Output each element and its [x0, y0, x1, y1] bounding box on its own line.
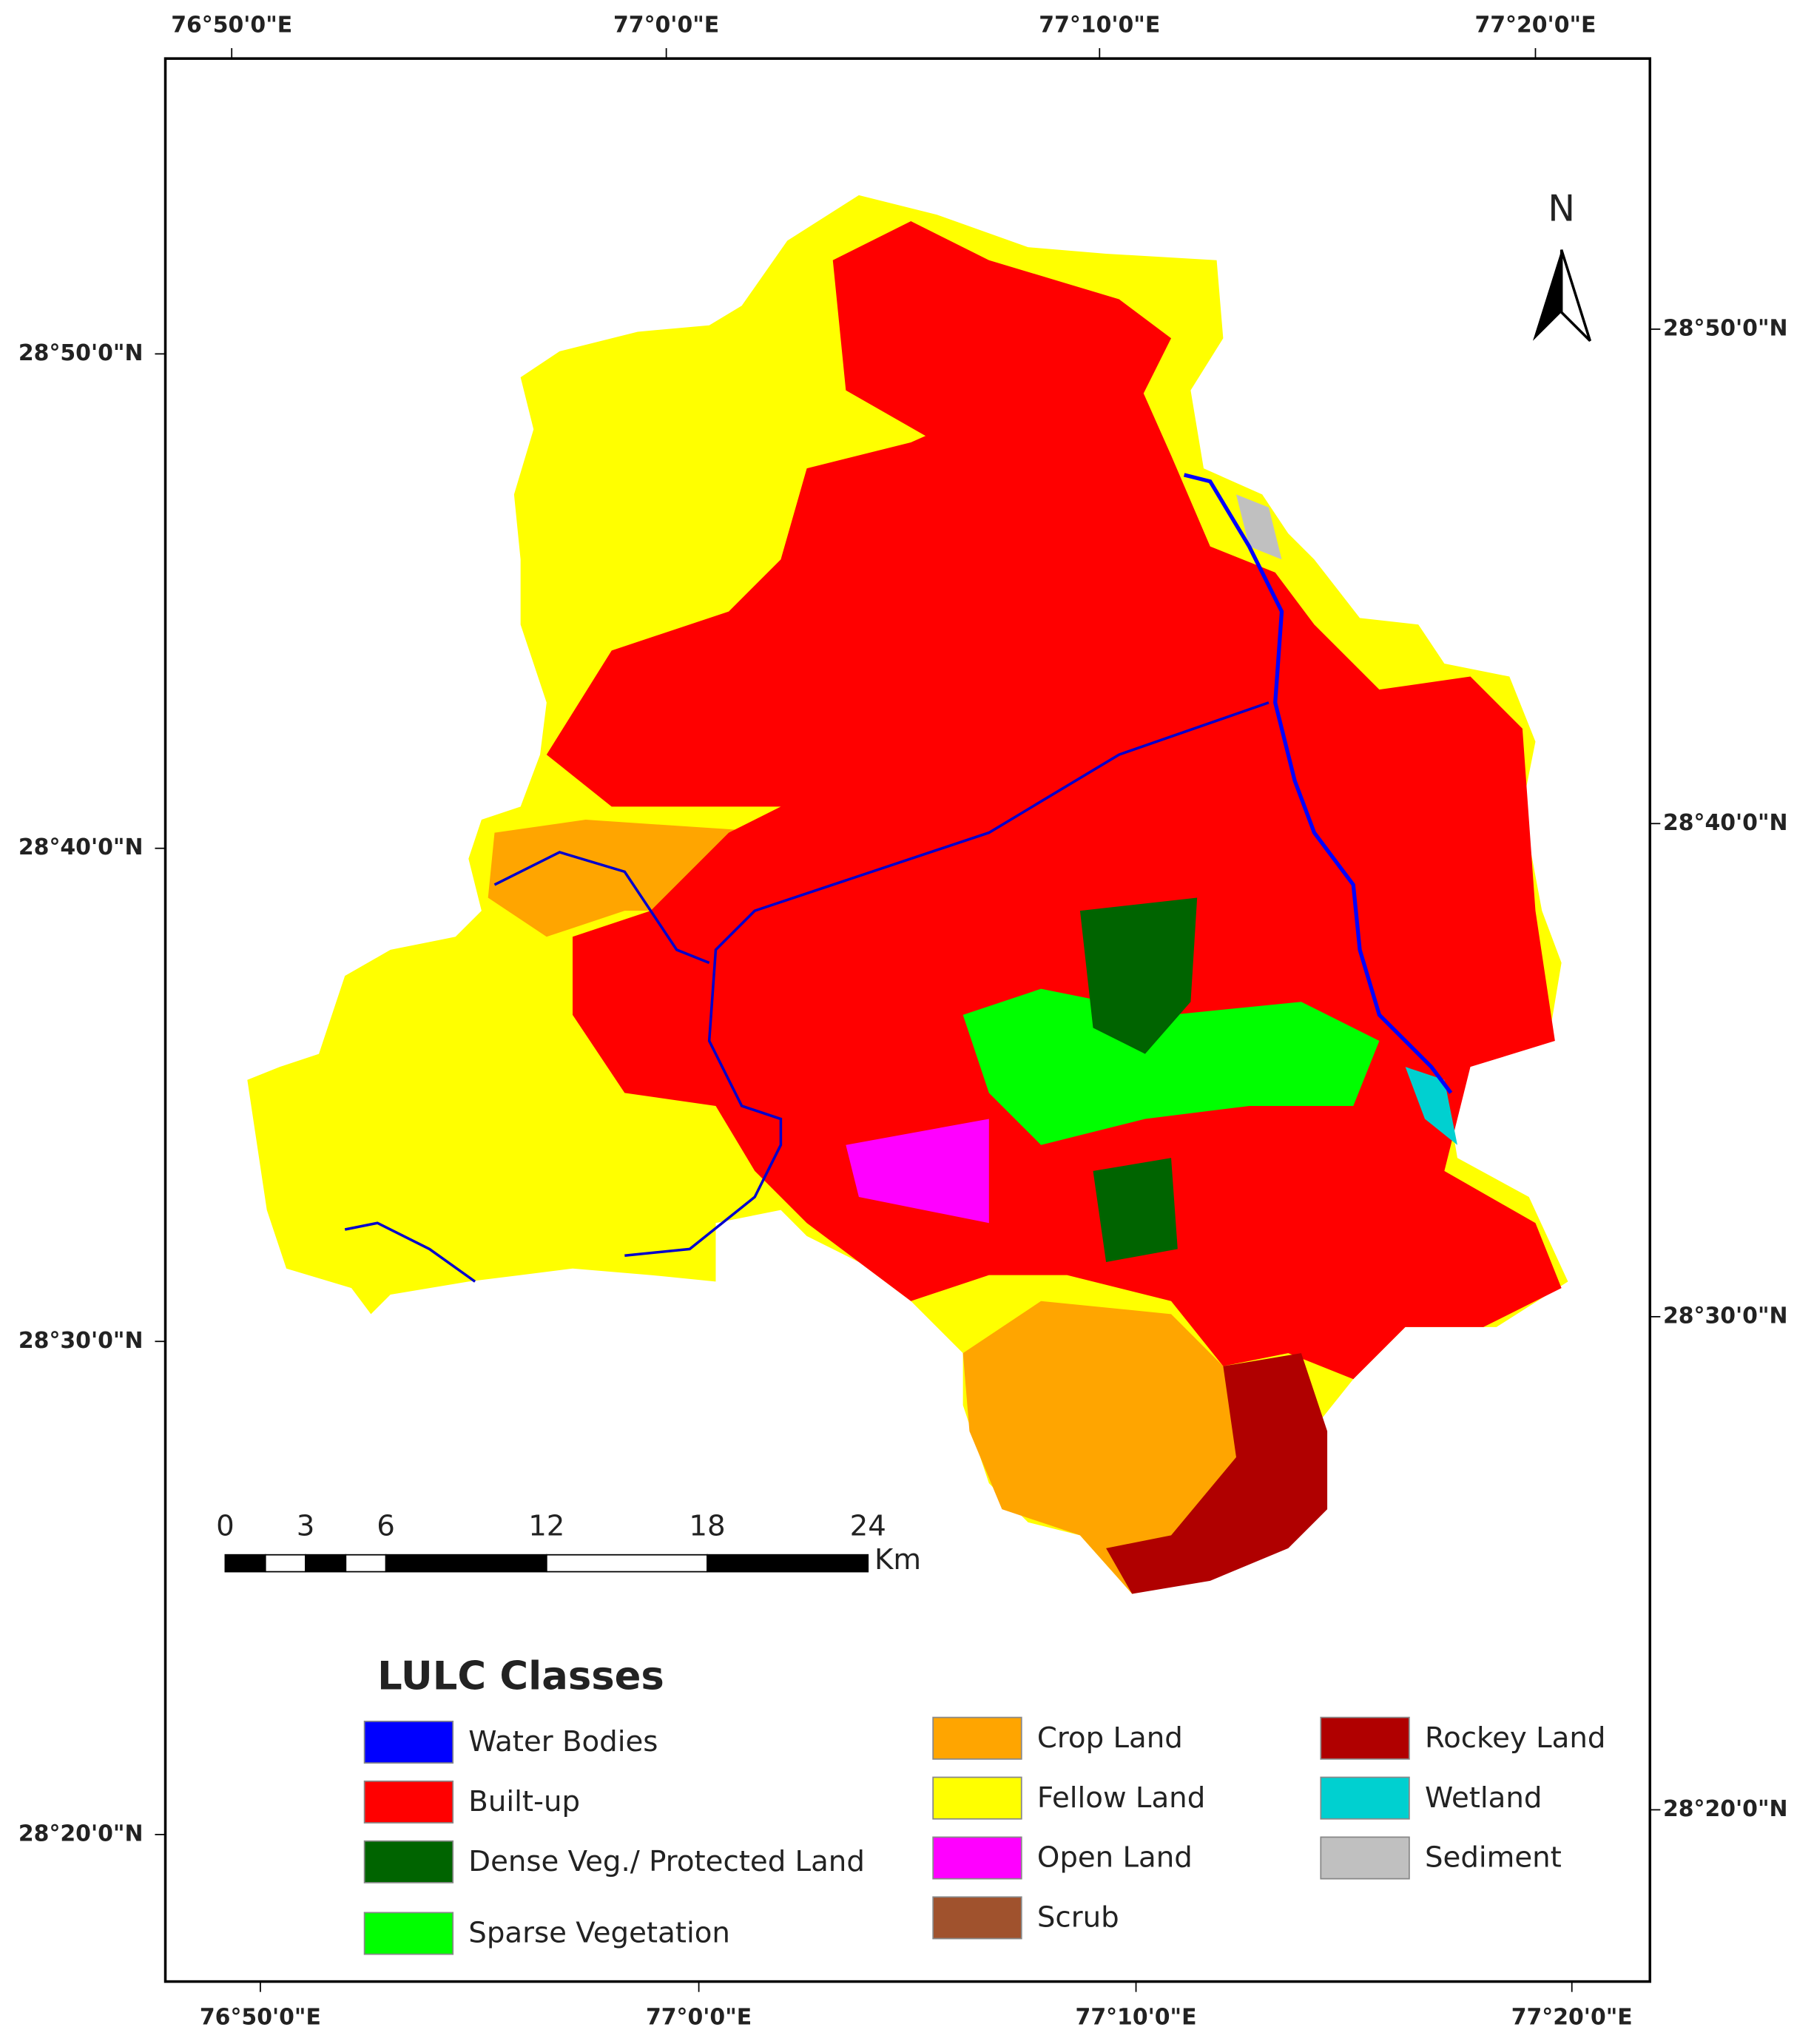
longitude-label: 77°0'0"E: [646, 2004, 752, 2030]
legend-swatch: [1320, 1836, 1410, 1880]
legend-label: Fellow Land: [1037, 1781, 1205, 1815]
legend-swatch: [363, 1780, 454, 1824]
river: [1183, 473, 1453, 1094]
crop-land-south: [962, 1301, 1250, 1594]
legend-label: Sparse Vegetation: [468, 1917, 730, 1950]
scale-segment: [385, 1554, 547, 1573]
longitude-label: 77°20'0"E: [1511, 2004, 1633, 2030]
built-up-north: [832, 220, 1172, 442]
sediment-region: [1235, 494, 1282, 560]
canal: [624, 701, 1270, 1257]
latitude-label: 28°30'0"N: [18, 1328, 144, 1354]
scale-tick-label: 6: [377, 1509, 395, 1542]
dense-veg-south: [1093, 1158, 1178, 1262]
longitude-label: 77°10'0"E: [1039, 13, 1160, 38]
legend-swatch: [1320, 1776, 1410, 1820]
legend-swatch: [932, 1896, 1022, 1940]
legend-label: Scrub: [1037, 1901, 1119, 1935]
scale-segment: [264, 1554, 306, 1573]
legend-label: Water Bodies: [468, 1725, 658, 1758]
latitude-label: 28°20'0"N: [1663, 1796, 1788, 1822]
scale-tick-label: 12: [528, 1509, 564, 1542]
scale-segment: [305, 1554, 347, 1573]
legend-label: Open Land: [1037, 1841, 1193, 1875]
longitude-label: 76°50'0"E: [171, 13, 292, 38]
built-up-region: [546, 338, 1562, 1380]
north-arrow-left: [1532, 249, 1562, 341]
scale-tick-label: 0: [216, 1509, 235, 1542]
legend-swatch: [932, 1836, 1022, 1880]
canal-southwest: [344, 1221, 476, 1283]
legend-label: Crop Land: [1037, 1721, 1183, 1755]
longitude-label: 77°20'0"E: [1474, 13, 1596, 38]
open-land-region: [846, 1119, 989, 1224]
legend-label: Wetland: [1425, 1781, 1542, 1815]
legend-label: Rockey Land: [1425, 1721, 1605, 1755]
canal-west: [493, 851, 710, 965]
sparse-vegetation-region: [962, 988, 1380, 1145]
dense-veg-region: [1079, 897, 1198, 1054]
scale-tick-label: 24: [850, 1509, 886, 1542]
legend-swatch: [932, 1776, 1022, 1820]
latitude-label: 28°50'0"N: [1663, 315, 1788, 341]
latitude-label: 28°30'0"N: [1663, 1303, 1788, 1329]
legend-swatch: [932, 1716, 1022, 1760]
legend-swatch: [363, 1720, 454, 1764]
scale-tick-label: 18: [689, 1509, 725, 1542]
legend-label: Dense Veg./ Protected Land: [468, 1845, 865, 1878]
scale-segment: [345, 1554, 387, 1573]
north-arrow-right: [1560, 249, 1592, 343]
latitude-label: 28°20'0"N: [18, 1821, 144, 1846]
north-label: N: [1548, 186, 1575, 229]
scale-segment: [224, 1554, 266, 1573]
legend-label: Built-up: [468, 1785, 580, 1818]
legend-label: Sediment: [1425, 1841, 1562, 1875]
map-area: [247, 195, 1568, 1594]
legend-swatch: [363, 1840, 454, 1883]
rockey-land-region: [1106, 1353, 1328, 1594]
scale-unit: Km: [874, 1543, 921, 1576]
north-arrow: N: [1532, 186, 1592, 343]
scale-tick-label: 3: [297, 1509, 315, 1542]
latitude-label: 28°40'0"N: [1663, 810, 1788, 836]
longitude-label: 77°0'0"E: [613, 13, 719, 38]
legend-swatch: [1320, 1716, 1410, 1760]
scale-segment: [707, 1554, 869, 1573]
latitude-label: 28°40'0"N: [18, 834, 144, 860]
longitude-label: 76°50'0"E: [200, 2004, 321, 2030]
scale-segment: [545, 1554, 708, 1573]
legend-swatch: [363, 1912, 454, 1955]
legend-title: LULC Classes: [377, 1653, 664, 1699]
longitude-label: 77°10'0"E: [1076, 2004, 1197, 2030]
latitude-label: 28°50'0"N: [18, 340, 144, 366]
